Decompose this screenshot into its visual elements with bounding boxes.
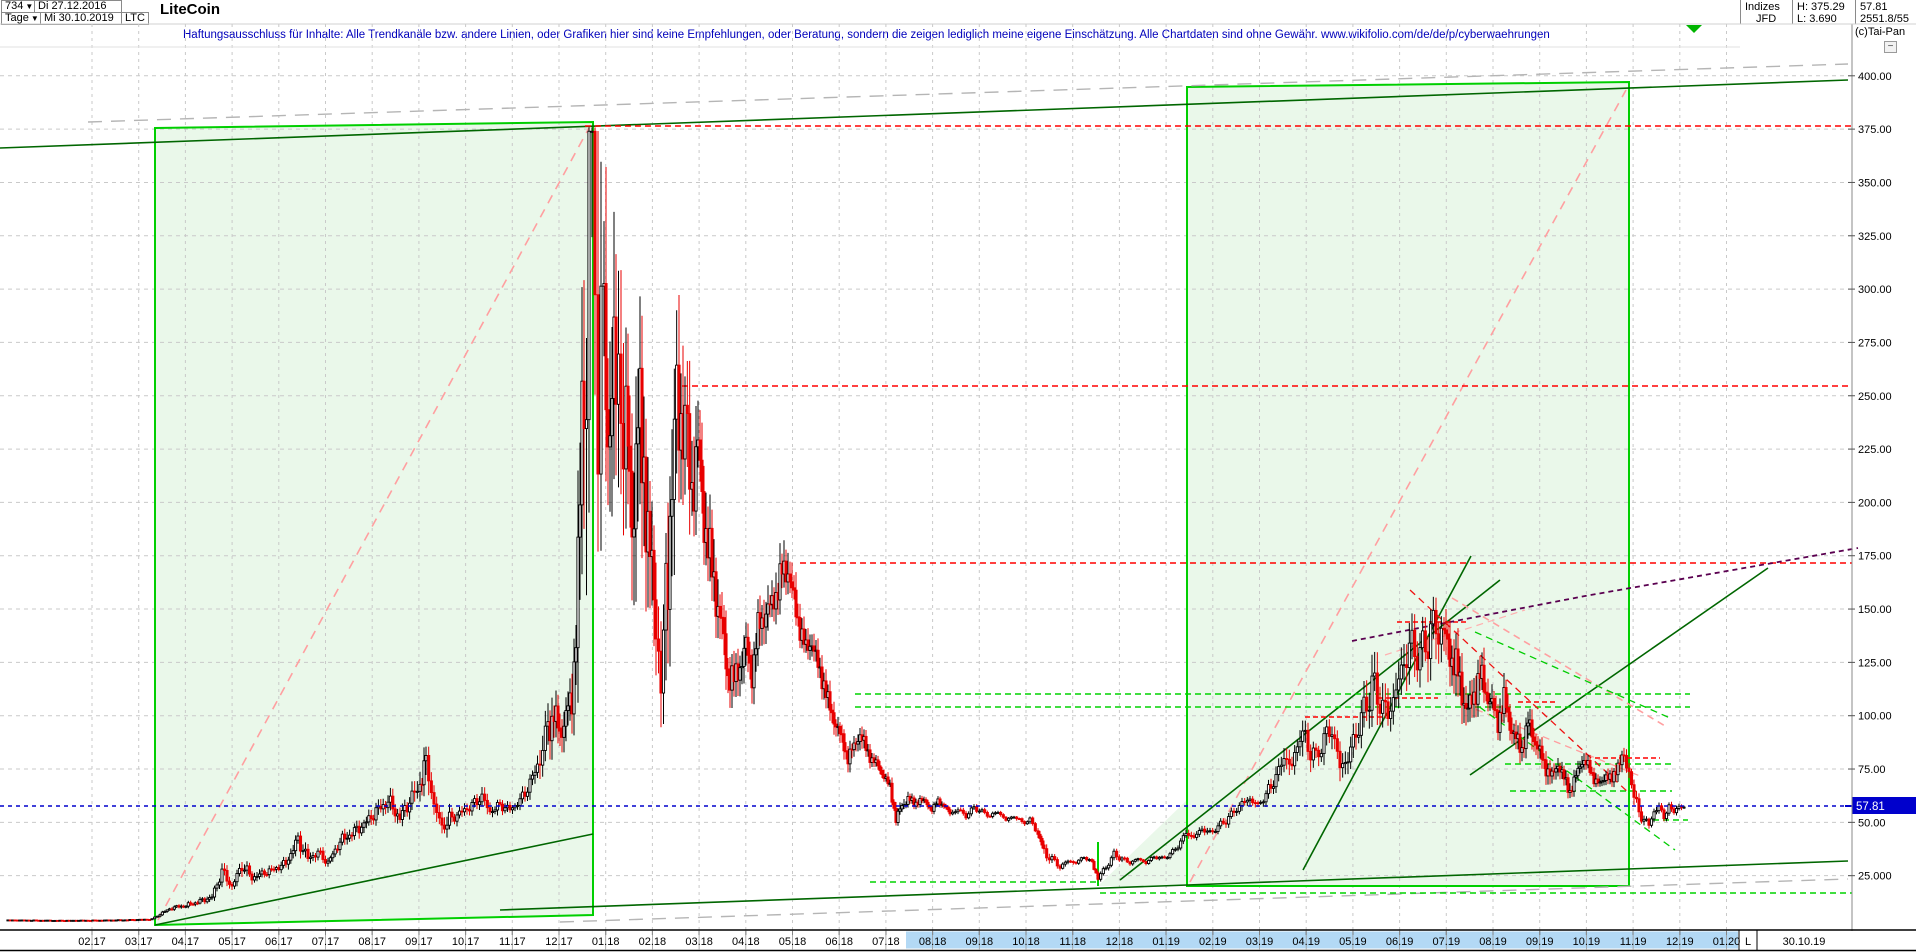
svg-text:300.00: 300.00 — [1858, 284, 1892, 296]
svg-text:06.18: 06.18 — [825, 936, 853, 948]
last-price-tag: 57.81 — [1845, 797, 1916, 814]
period-dropdown[interactable]: Tage ▼ — [1, 12, 41, 25]
svg-text:09.18: 09.18 — [966, 936, 994, 948]
svg-text:250.00: 250.00 — [1858, 391, 1892, 403]
points-value: 2551.8/55 — [1860, 13, 1909, 25]
svg-text:400.00: 400.00 — [1858, 71, 1892, 83]
svg-text:08.17: 08.17 — [358, 936, 386, 948]
chevron-down-icon: ▼ — [25, 2, 34, 11]
x-axis: 02.17 03.17 04.17 05.17 06.17 07.17 08.17 09.17… — [0, 929, 1916, 952]
support-resistance-levels — [585, 125, 1852, 894]
chart-borders — [0, 23, 1916, 48]
svg-text:07.19: 07.19 — [1433, 936, 1461, 948]
svg-text:08.19: 08.19 — [1479, 936, 1507, 948]
low-value: L: 3.690 — [1797, 13, 1837, 25]
svg-text:09.17: 09.17 — [405, 936, 433, 948]
svg-text:01.18: 01.18 — [592, 936, 620, 948]
first-date-value: Di 27.12.2016 — [38, 0, 107, 12]
svg-text:03.17: 03.17 — [125, 936, 153, 948]
svg-text:200.00: 200.00 — [1858, 497, 1892, 509]
gray-trend-diagonals — [87, 63, 1849, 923]
svg-text:12.18: 12.18 — [1106, 936, 1134, 948]
header-divider — [1792, 0, 1794, 24]
svg-text:09.19: 09.19 — [1526, 936, 1554, 948]
svg-text:350.00: 350.00 — [1858, 177, 1892, 189]
symbol-value: LTC — [125, 12, 145, 24]
svg-text:150.00: 150.00 — [1858, 604, 1892, 616]
copyright-label: (c)Tai-Pan — [1855, 26, 1906, 38]
candles-layer — [6, 127, 1686, 923]
svg-text:04.19: 04.19 — [1292, 936, 1320, 948]
svg-text:10.17: 10.17 — [452, 936, 480, 948]
svg-text:375.00: 375.00 — [1858, 124, 1892, 136]
svg-text:10.18: 10.18 — [1012, 936, 1040, 948]
header-divider — [1855, 0, 1857, 24]
svg-text:06.19: 06.19 — [1386, 936, 1414, 948]
svg-text:175.00: 175.00 — [1858, 551, 1892, 563]
svg-text:06.17: 06.17 — [265, 936, 293, 948]
svg-text:30.10.19: 30.10.19 — [1783, 936, 1826, 948]
disclaimer-text: Haftungsausschluss für Inhalte: Alle Tre… — [183, 29, 1550, 41]
svg-text:07.18: 07.18 — [872, 936, 900, 948]
svg-text:08.18: 08.18 — [919, 936, 947, 948]
svg-text:11.18: 11.18 — [1059, 936, 1086, 948]
svg-text:03.19: 03.19 — [1246, 936, 1274, 948]
svg-text:L: L — [1745, 936, 1751, 948]
collapse-button[interactable]: − — [1884, 41, 1897, 53]
svg-text:02.19: 02.19 — [1199, 936, 1227, 948]
svg-text:02.18: 02.18 — [639, 936, 667, 948]
svg-text:75.00: 75.00 — [1858, 764, 1886, 776]
svg-text:11.19: 11.19 — [1620, 936, 1647, 948]
jfd-label: JFD — [1756, 13, 1777, 25]
svg-text:05.19: 05.19 — [1339, 936, 1367, 948]
svg-text:100.00: 100.00 — [1858, 711, 1892, 723]
svg-text:05.18: 05.18 — [779, 936, 807, 948]
svg-text:12.19: 12.19 — [1666, 936, 1694, 948]
svg-text:01.20: 01.20 — [1713, 936, 1741, 948]
svg-text:04.17: 04.17 — [172, 936, 200, 948]
svg-text:25.000: 25.000 — [1858, 871, 1892, 883]
y-axis: 400.00 375.00 350.00 325.00 300.00 275.00 250.… — [1848, 24, 1892, 950]
svg-text:275.00: 275.00 — [1858, 337, 1892, 349]
footer-last-cell: L 30.10.19 — [1745, 936, 1825, 948]
svg-text:04.18: 04.18 — [732, 936, 760, 948]
trend-channels — [154, 80, 1630, 927]
period-value: Tage — [5, 12, 29, 24]
svg-text:07.17: 07.17 — [312, 936, 340, 948]
chevron-down-icon: ▼ — [30, 14, 39, 23]
instrument-title: LiteCoin — [160, 1, 220, 18]
svg-text:125.00: 125.00 — [1858, 657, 1892, 669]
last-value: 57.81 — [1860, 1, 1888, 13]
svg-text:225.00: 225.00 — [1858, 444, 1892, 456]
last-date-value: Mi 30.10.2019 — [44, 12, 114, 24]
svg-text:57.81: 57.81 — [1856, 801, 1885, 813]
svg-text:50.00: 50.00 — [1858, 817, 1886, 829]
svg-text:10.19: 10.19 — [1573, 936, 1601, 948]
svg-text:11.17: 11.17 — [499, 936, 526, 948]
svg-text:02.17: 02.17 — [78, 936, 106, 948]
svg-text:05.17: 05.17 — [218, 936, 246, 948]
svg-text:01.19: 01.19 — [1152, 936, 1180, 948]
high-value: H: 375.29 — [1797, 1, 1845, 13]
bar-count-value: 734 — [5, 0, 24, 12]
svg-text:325.00: 325.00 — [1858, 231, 1892, 243]
indizes-label: Indizes — [1745, 1, 1780, 13]
svg-text:12.17: 12.17 — [545, 936, 573, 948]
header-divider — [1740, 0, 1742, 24]
marker-triangle-icon — [1686, 25, 1702, 33]
svg-text:03.18: 03.18 — [685, 936, 713, 948]
